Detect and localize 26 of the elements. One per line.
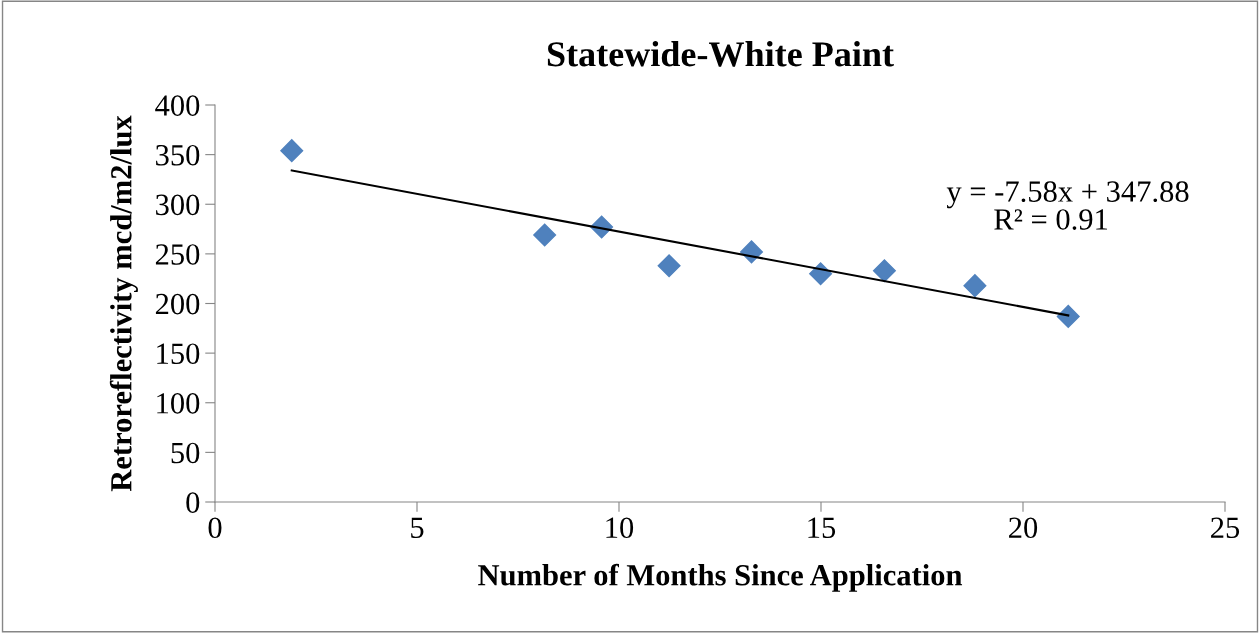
- x-tick-label: 0: [208, 517, 222, 539]
- point: [533, 223, 557, 247]
- point: [963, 274, 987, 298]
- point: [872, 259, 896, 283]
- point: [657, 254, 681, 278]
- x-tick-label: 15: [808, 517, 836, 539]
- y-tick-label: 150: [157, 343, 200, 365]
- annotation: R² = 0.91: [994, 209, 1108, 230]
- y-tick-label: 0: [186, 492, 200, 513]
- y-tick-label: 300: [156, 194, 200, 216]
- x-axis-title: Number of Months Since Application: [478, 563, 963, 592]
- x-tick-label: 5: [411, 517, 424, 539]
- y-tick-label: 400: [155, 95, 200, 116]
- y-tick-label: 250: [155, 244, 200, 265]
- y-tick-label: 100: [157, 393, 200, 414]
- y-tick-label: 350: [156, 144, 200, 166]
- point: [1056, 304, 1080, 328]
- point: [280, 139, 304, 163]
- x-tick-label: 10: [606, 517, 634, 539]
- x-tick-label: 20: [1009, 517, 1038, 539]
- chart-title: Statewide-White Paint: [547, 41, 894, 67]
- annotation: y = -7.58x + 347.88: [946, 181, 1189, 209]
- y-axis-title: Retroreflectivity mcd/m2/lux: [109, 115, 138, 492]
- y-tick-label: 200: [155, 293, 200, 315]
- y-tick-label: 50: [171, 442, 200, 464]
- x-tick-label: 25: [1211, 517, 1240, 539]
